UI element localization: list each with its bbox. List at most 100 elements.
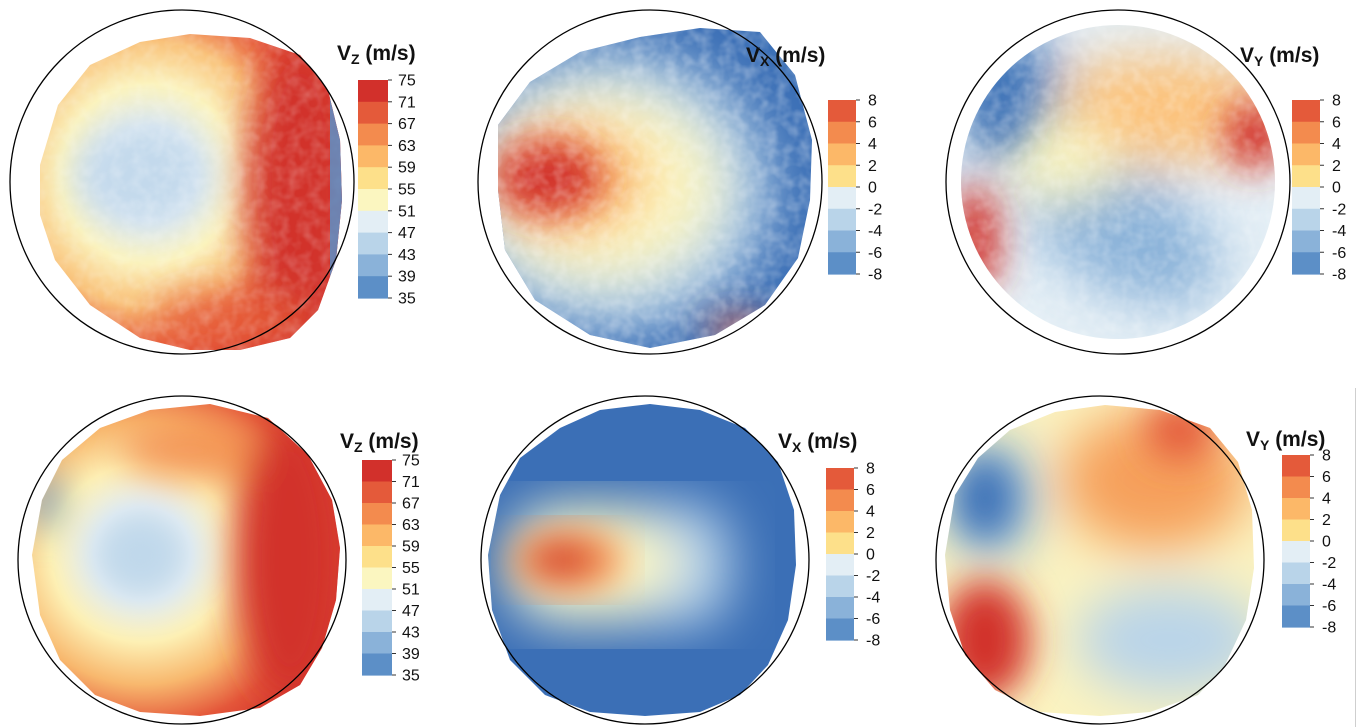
- colorbar-segment: [828, 187, 856, 210]
- colorbar-tick-label: -6: [868, 245, 882, 262]
- colorbar-tick-label: 63: [402, 517, 420, 534]
- colorbar-segment: [828, 100, 856, 123]
- colorbar-tick-label: -8: [1332, 267, 1346, 284]
- colorbar-segment: [826, 618, 854, 641]
- colorbar-title: VY (m/s): [1240, 44, 1319, 69]
- colorbar-title-variable: V: [340, 430, 354, 453]
- colorbar-segment: [828, 252, 856, 275]
- colorbar-tick-label: 55: [398, 182, 416, 199]
- colorbar-title-unit: (m/s): [769, 44, 825, 67]
- contour-field-bottom-vz: [32, 404, 340, 716]
- colorbar-segment: [358, 123, 388, 146]
- colorbar-tick-label: -4: [1322, 577, 1336, 594]
- colorbar-segment: [358, 189, 388, 212]
- panel-top-vx: [477, 9, 823, 355]
- colorbar-title-subscript: Y: [1260, 437, 1270, 453]
- panel-bottom-vy: [935, 395, 1265, 725]
- colorbar-tick-label: 6: [866, 482, 875, 499]
- colorbar-tick-label: 35: [398, 291, 416, 308]
- colorbar-tick-label: -2: [1332, 201, 1346, 218]
- domain-boundary-circle: [945, 9, 1291, 355]
- colorbar-tick-label: 59: [402, 539, 420, 556]
- colorbar-tick-label: 8: [1322, 448, 1331, 465]
- colorbar-bottom-vz: 75 71 67 63 59 55 51 47 43 39 35 VZ (m/s): [340, 430, 420, 685]
- colorbar-tick-label: -6: [866, 611, 880, 628]
- colorbar-segment: [362, 632, 392, 655]
- colorbar-segment: [1282, 541, 1310, 564]
- colorbar-tick-label: 8: [868, 93, 877, 110]
- contour-field-top-vy: [961, 25, 1275, 339]
- panel-bottom-vx: [480, 395, 810, 725]
- colorbar-segment: [362, 567, 392, 590]
- colorbar-tick-label: 2: [868, 158, 877, 175]
- colorbar-tick-label: 67: [402, 496, 420, 513]
- colorbar-segment: [358, 101, 388, 125]
- colorbar-segment: [826, 468, 854, 491]
- colorbar-segment: [1292, 230, 1320, 253]
- colorbar-title: VZ (m/s): [337, 42, 416, 67]
- colorbar-segment: [1282, 584, 1310, 607]
- colorbar-tick-label: 39: [398, 269, 416, 286]
- colorbar-tick-label: 6: [868, 114, 877, 131]
- colorbar-title: VX (m/s): [778, 430, 857, 455]
- colorbar-segment: [1292, 143, 1320, 166]
- colorbar-title-unit: (m/s): [363, 430, 419, 453]
- panel-top-vy: [945, 9, 1291, 355]
- colorbar-tick-label: 2: [866, 525, 875, 542]
- colorbar-title-variable: V: [778, 430, 792, 453]
- colorbar-tick-label: -6: [1332, 245, 1346, 262]
- colorbar-tick-label: 2: [1322, 512, 1331, 529]
- colorbar-bottom-vx: 8 6 4 2 0 -2 -4 -6 -8 VX (m/s): [778, 430, 880, 650]
- domain-boundary-circle: [9, 9, 355, 355]
- colorbar-segment: [1282, 562, 1310, 585]
- colorbar-segment: [826, 597, 854, 620]
- colorbar-tick-label: -2: [866, 568, 880, 585]
- panel-top-vz: [9, 9, 355, 355]
- colorbar-tick-label: 39: [402, 646, 420, 663]
- colorbar-segment: [362, 610, 392, 633]
- colorbar-tick-label: 6: [1322, 469, 1331, 486]
- colorbar-segment: [828, 121, 856, 145]
- contour-field-bottom-vy: [945, 405, 1254, 716]
- colorbar-segment: [1282, 498, 1310, 521]
- colorbar-tick-label: -2: [1322, 555, 1336, 572]
- colorbar-tick-label: 0: [1332, 180, 1341, 197]
- colorbar-tick-label: -8: [868, 267, 882, 284]
- colorbar-tick-label: -4: [868, 223, 882, 240]
- colorbar-segment: [1282, 605, 1310, 628]
- colorbar-segment: [1292, 121, 1320, 145]
- colorbar-segment: [358, 167, 388, 190]
- colorbar-tick-label: 43: [402, 625, 420, 642]
- colorbar-segment: [826, 575, 854, 598]
- domain-boundary-circle: [935, 395, 1265, 725]
- colorbar-segment: [1292, 165, 1320, 188]
- colorbar-tick-label: 0: [1322, 534, 1331, 551]
- colorbar-segment: [828, 230, 856, 253]
- colorbar-title-subscript: X: [760, 53, 770, 69]
- colorbar-title-variable: V: [337, 42, 351, 65]
- colorbar-title-unit: (m/s): [801, 430, 857, 453]
- colorbar-title-subscript: Z: [351, 51, 360, 67]
- colorbar-segment: [1282, 476, 1310, 499]
- colorbar-tick-label: 71: [398, 94, 416, 111]
- colorbar-segment: [826, 554, 854, 577]
- colorbar-segment: [358, 80, 388, 103]
- colorbar-segment: [1282, 455, 1310, 478]
- colorbar-segment: [358, 276, 388, 299]
- colorbar-tick-label: 75: [398, 73, 416, 90]
- colorbar-segment: [1292, 252, 1320, 275]
- colorbar-tick-label: 4: [1332, 136, 1341, 153]
- colorbar-tick-label: -2: [868, 201, 882, 218]
- colorbar-segment: [362, 589, 392, 612]
- colorbar-title-variable: V: [1240, 44, 1254, 67]
- colorbar-tick-label: -8: [866, 633, 880, 650]
- colorbar-segment: [358, 145, 388, 168]
- colorbar-tick-label: 35: [402, 668, 420, 685]
- colorbar-segment: [362, 524, 392, 547]
- colorbar-title: VY (m/s): [1246, 428, 1325, 453]
- colorbar-top-vy: 8 6 4 2 0 -2 -4 -6 -8 VY (m/s): [1240, 44, 1346, 284]
- colorbar-title-subscript: Y: [1254, 53, 1264, 69]
- colorbar-segment: [362, 503, 392, 526]
- colorbar-tick-label: 8: [1332, 93, 1341, 110]
